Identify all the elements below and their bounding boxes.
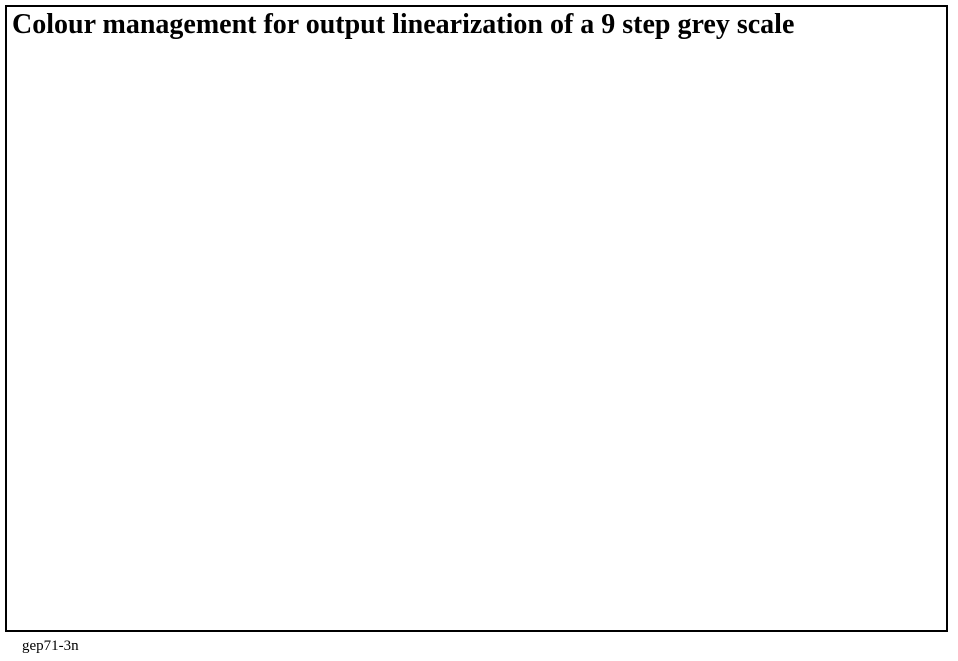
figure-code: gep71-3n: [22, 638, 79, 654]
chart-title: Colour management for output linearizati…: [12, 9, 795, 40]
chart-frame: [5, 5, 948, 632]
